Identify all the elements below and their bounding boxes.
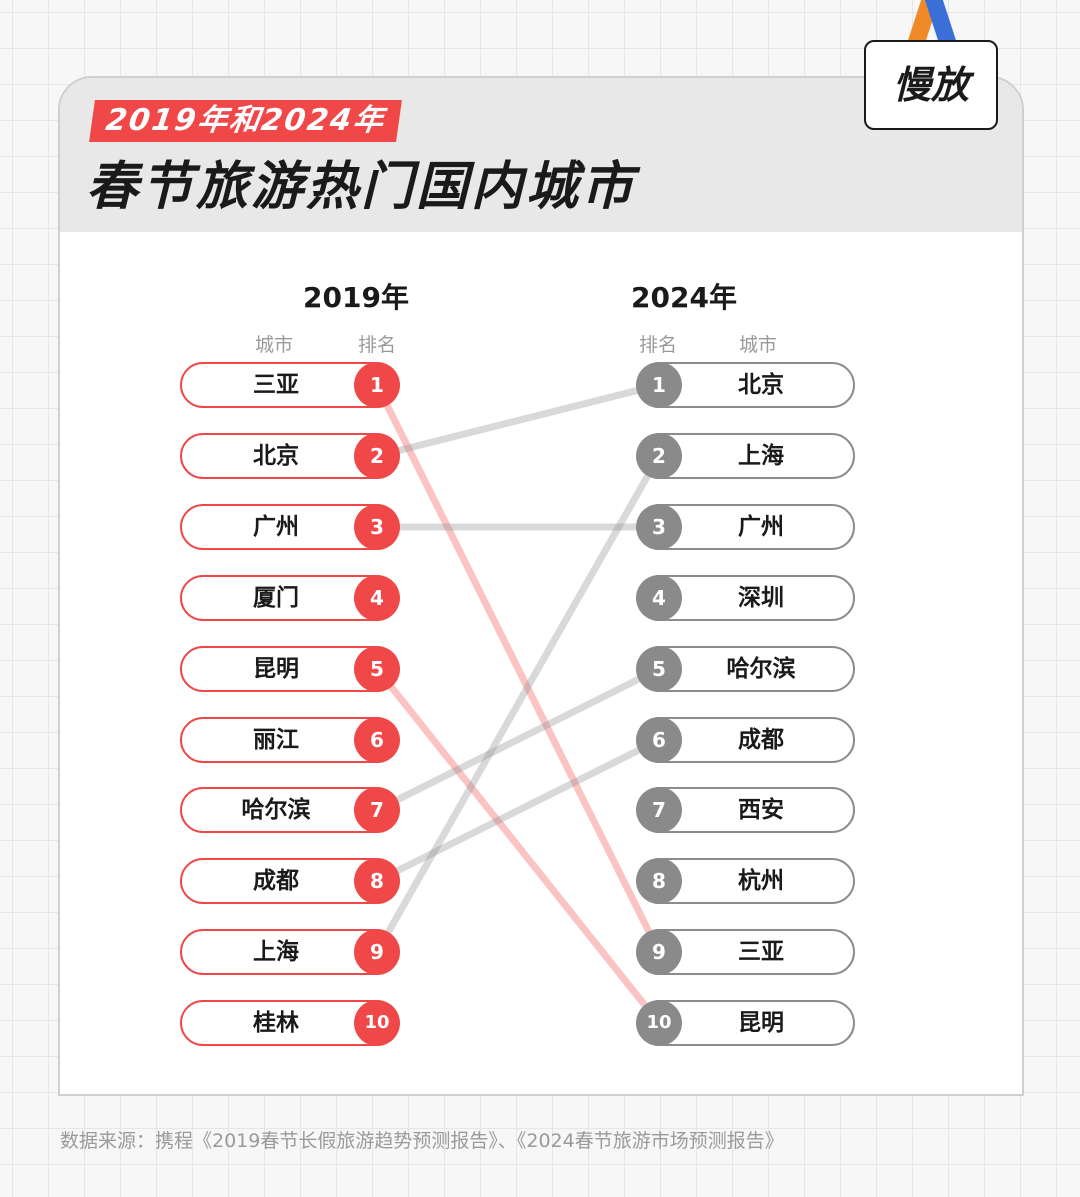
right-city-name: 三亚 xyxy=(738,939,784,965)
right-rank-badge: 5 xyxy=(636,646,682,692)
left-rank-badge: 10 xyxy=(354,1000,400,1046)
data-source-note: 数据来源：携程《2019春节长假旅游趋势预测报告》、《2024春节旅游市场预测报… xyxy=(60,1130,784,1152)
left-year-label: 2019年 xyxy=(303,281,409,314)
left-city-name: 昆明 xyxy=(253,656,299,682)
right-city-name: 杭州 xyxy=(738,868,784,894)
rank-link-3 xyxy=(373,381,663,460)
left-city-name: 桂林 xyxy=(253,1010,299,1036)
left-city-name: 北京 xyxy=(253,443,299,469)
left-city-name: 成都 xyxy=(253,868,299,894)
right-rank-badge: 9 xyxy=(636,929,682,975)
right-city-name: 北京 xyxy=(738,372,784,398)
right-col-rank: 排名 xyxy=(638,334,677,356)
left-rank-badge: 8 xyxy=(354,858,400,904)
right-rank-badge: 8 xyxy=(636,858,682,904)
right-rank-badge: 10 xyxy=(636,1000,682,1046)
right-rank-badge: 7 xyxy=(636,787,682,833)
left-city-name: 广州 xyxy=(253,514,299,540)
left-city-name: 丽江 xyxy=(253,727,299,753)
left-rank-badge: 2 xyxy=(354,433,400,479)
right-rank-badge: 6 xyxy=(636,717,682,763)
rank-link-2 xyxy=(373,665,663,1027)
left-col-city: 城市 xyxy=(254,334,293,356)
left-city-name: 三亚 xyxy=(253,372,299,398)
left-rank-badge: 1 xyxy=(354,362,400,408)
right-rank-badge: 2 xyxy=(636,433,682,479)
left-rank-badge: 3 xyxy=(354,504,400,550)
left-city-name: 哈尔滨 xyxy=(241,797,311,823)
right-city-name: 上海 xyxy=(738,443,784,469)
left-city-name: 厦门 xyxy=(253,585,299,611)
left-rank-badge: 5 xyxy=(354,646,400,692)
rank-link-6 xyxy=(373,736,663,885)
right-city-name: 哈尔滨 xyxy=(726,656,796,682)
right-col-city: 城市 xyxy=(738,334,777,356)
right-year-label: 2024年 xyxy=(631,281,737,314)
rank-link-7 xyxy=(373,452,663,956)
right-rank-badge: 1 xyxy=(636,362,682,408)
left-city-name: 上海 xyxy=(253,939,299,965)
brand-logo: 慢放 xyxy=(864,40,998,130)
right-city-name: 昆明 xyxy=(738,1010,784,1036)
right-city-name: 广州 xyxy=(738,514,784,540)
brand-logo-text: 慢放 xyxy=(892,63,969,107)
left-rank-badge: 6 xyxy=(354,717,400,763)
left-rank-badge: 4 xyxy=(354,575,400,621)
right-city-name: 西安 xyxy=(738,797,784,823)
page-title: 春节旅游热门国内城市 xyxy=(86,157,637,217)
right-rank-badge: 3 xyxy=(636,504,682,550)
rank-link-1 xyxy=(373,381,663,956)
left-rank-badge: 7 xyxy=(354,787,400,833)
left-rank-badge: 9 xyxy=(354,929,400,975)
rank-link-5 xyxy=(373,665,663,814)
right-city-name: 成都 xyxy=(738,727,784,753)
left-col-rank: 排名 xyxy=(357,334,396,356)
right-rank-badge: 4 xyxy=(636,575,682,621)
right-city-name: 深圳 xyxy=(738,585,784,611)
